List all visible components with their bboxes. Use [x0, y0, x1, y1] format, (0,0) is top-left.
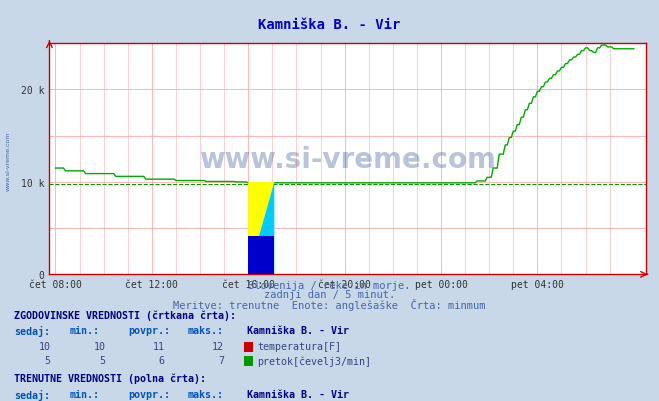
Text: 7: 7 — [218, 355, 224, 365]
Polygon shape — [248, 182, 274, 275]
Text: zadnji dan / 5 minut.: zadnji dan / 5 minut. — [264, 290, 395, 300]
Text: maks.:: maks.: — [188, 389, 224, 399]
Text: 10: 10 — [94, 341, 105, 351]
Text: povpr.:: povpr.: — [129, 326, 171, 336]
Text: 5: 5 — [45, 355, 51, 365]
Text: 12: 12 — [212, 341, 224, 351]
Text: pretok[čevelj3/min]: pretok[čevelj3/min] — [257, 355, 371, 366]
Text: Kamniška B. - Vir: Kamniška B. - Vir — [247, 389, 349, 399]
Text: 5: 5 — [100, 355, 105, 365]
Text: maks.:: maks.: — [188, 326, 224, 336]
Text: www.si-vreme.com: www.si-vreme.com — [5, 131, 11, 190]
Text: sedaj:: sedaj: — [14, 326, 51, 336]
Text: 6: 6 — [159, 355, 165, 365]
Text: www.si-vreme.com: www.si-vreme.com — [199, 146, 496, 173]
Bar — [248, 236, 274, 275]
Text: povpr.:: povpr.: — [129, 389, 171, 399]
Text: min.:: min.: — [69, 326, 100, 336]
Text: min.:: min.: — [69, 389, 100, 399]
Text: TRENUTNE VREDNOSTI (polna črta):: TRENUTNE VREDNOSTI (polna črta): — [14, 373, 206, 383]
Text: temperatura[F]: temperatura[F] — [257, 341, 341, 351]
Text: Slovenija / reke in morje.: Slovenija / reke in morje. — [248, 281, 411, 291]
Text: 10: 10 — [39, 341, 51, 351]
Text: Kamniška B. - Vir: Kamniška B. - Vir — [247, 326, 349, 336]
Text: sedaj:: sedaj: — [14, 389, 51, 400]
Text: ZGODOVINSKE VREDNOSTI (črtkana črta):: ZGODOVINSKE VREDNOSTI (črtkana črta): — [14, 310, 237, 320]
Polygon shape — [248, 182, 274, 275]
Text: 11: 11 — [153, 341, 165, 351]
Text: Meritve: trenutne  Enote: anglešaške  Črta: minmum: Meritve: trenutne Enote: anglešaške Črta… — [173, 298, 486, 310]
Text: Kamniška B. - Vir: Kamniška B. - Vir — [258, 18, 401, 32]
